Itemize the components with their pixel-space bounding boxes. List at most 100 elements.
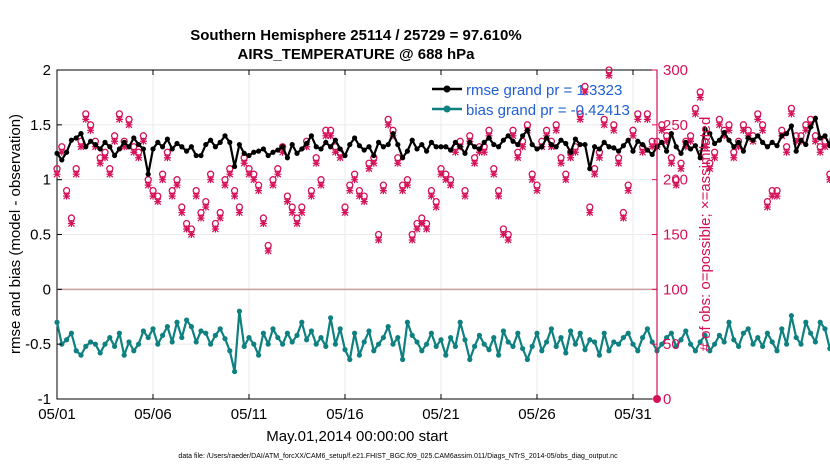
bias-point [438,337,444,343]
bias-point [568,328,574,334]
rmse-point [361,147,367,153]
bias-point [184,317,190,323]
obs-assimilated-marker [216,214,224,222]
rmse-point [414,146,420,152]
rmse-point [121,139,127,145]
rmse-point [476,146,482,152]
rmse-point [136,141,142,148]
bias-point [241,343,247,349]
obs-assimilated-marker [826,176,830,184]
bias-point [284,330,290,336]
bias-point [731,337,737,343]
rmse-point [534,146,540,152]
obs-assimilated-marker [759,126,767,134]
obs-assimilated-marker [303,143,311,151]
rmse-point [198,152,204,159]
rmse-point [448,147,454,153]
obs-assimilated-marker [235,209,243,217]
chart-title-line1: Southern Hemisphere 25114 / 25729 = 97.6… [190,27,521,44]
bias-point [539,348,545,354]
rmse-point [116,146,122,152]
rmse-point [707,131,713,137]
bias-point [107,334,113,341]
obs-assimilated-marker [687,137,695,145]
bias-point [606,348,612,354]
obs-assimilated-marker [706,165,714,173]
bias-point [510,343,516,349]
rmse-point [352,135,358,141]
x-tick-label: 05/16 [326,406,364,423]
obs-assimilated-marker [471,159,479,167]
y-tick-label-left: -0.5 [25,336,51,353]
rmse-point [380,144,386,150]
obs-assimilated-marker [701,143,709,151]
rmse-point [798,137,804,143]
rmse-point [760,139,766,145]
bias-point [649,339,655,345]
rmse-point [140,146,146,152]
bias-point [409,332,415,338]
rmse-point [256,148,262,154]
rmse-point [736,139,742,145]
bias-point [155,341,161,347]
bias-point [342,347,348,353]
obs-assimilated-marker [811,137,819,145]
rmse-point [640,141,646,148]
obs-assimilated-marker [63,192,71,200]
rmse-point [515,141,521,148]
bias-point [116,330,122,336]
obs-assimilated-marker [571,148,579,156]
rmse-point [150,146,156,152]
obs-assimilated-marker [327,132,335,140]
bias-point [419,348,425,354]
bias-point [313,341,319,347]
bias-point [217,326,223,332]
obs-assimilated-marker [725,126,733,134]
bias-point [371,348,377,354]
obs-assimilated-marker [514,154,522,162]
y-tick-label-left: 0.5 [30,227,51,244]
bias-point [164,324,170,330]
bias-point [822,326,828,332]
rmse-point [332,137,338,143]
bias-point [481,341,487,347]
rmse-point [774,143,780,149]
obs-assimilated-marker [533,187,541,195]
bias-point [812,339,819,345]
obs-assimilated-marker [562,176,570,184]
y-tick-label-left: 2 [43,62,51,79]
obs-assimilated-marker [207,176,215,184]
bias-point [260,330,266,336]
bias-point [140,328,146,334]
rmse-point [318,146,324,152]
obs-assimilated-marker [399,187,407,195]
obs-assimilated-marker [355,192,363,200]
bias-point [347,356,353,363]
bias-point [563,350,569,356]
bias-point [275,334,281,341]
rmse-point [740,148,747,154]
bias-point [270,326,276,332]
bias-point [817,319,823,325]
obs-assimilated-marker [351,176,359,184]
bias-point [793,334,799,341]
rmse-point [385,141,391,148]
rmse-point [673,144,679,150]
rmse-point [520,133,526,139]
obs-assimilated-marker [605,71,613,79]
obs-assimilated-marker [111,137,119,145]
bias-point [572,341,579,347]
obs-assimilated-marker [629,132,637,140]
obs-assimilated-marker [269,181,277,189]
obs-assimilated-marker [802,126,810,134]
rmse-point [692,143,699,149]
obs-assimilated-marker [307,192,315,200]
obs-assimilated-marker [101,154,109,162]
bias-point [222,336,228,342]
bias-point [265,341,271,347]
y-axis-label-left: rmse and bias (model - observation) [7,114,24,354]
rmse-point [630,148,636,154]
bias-point [121,352,127,358]
rmse-point [92,141,98,148]
rmse-point [712,140,718,147]
